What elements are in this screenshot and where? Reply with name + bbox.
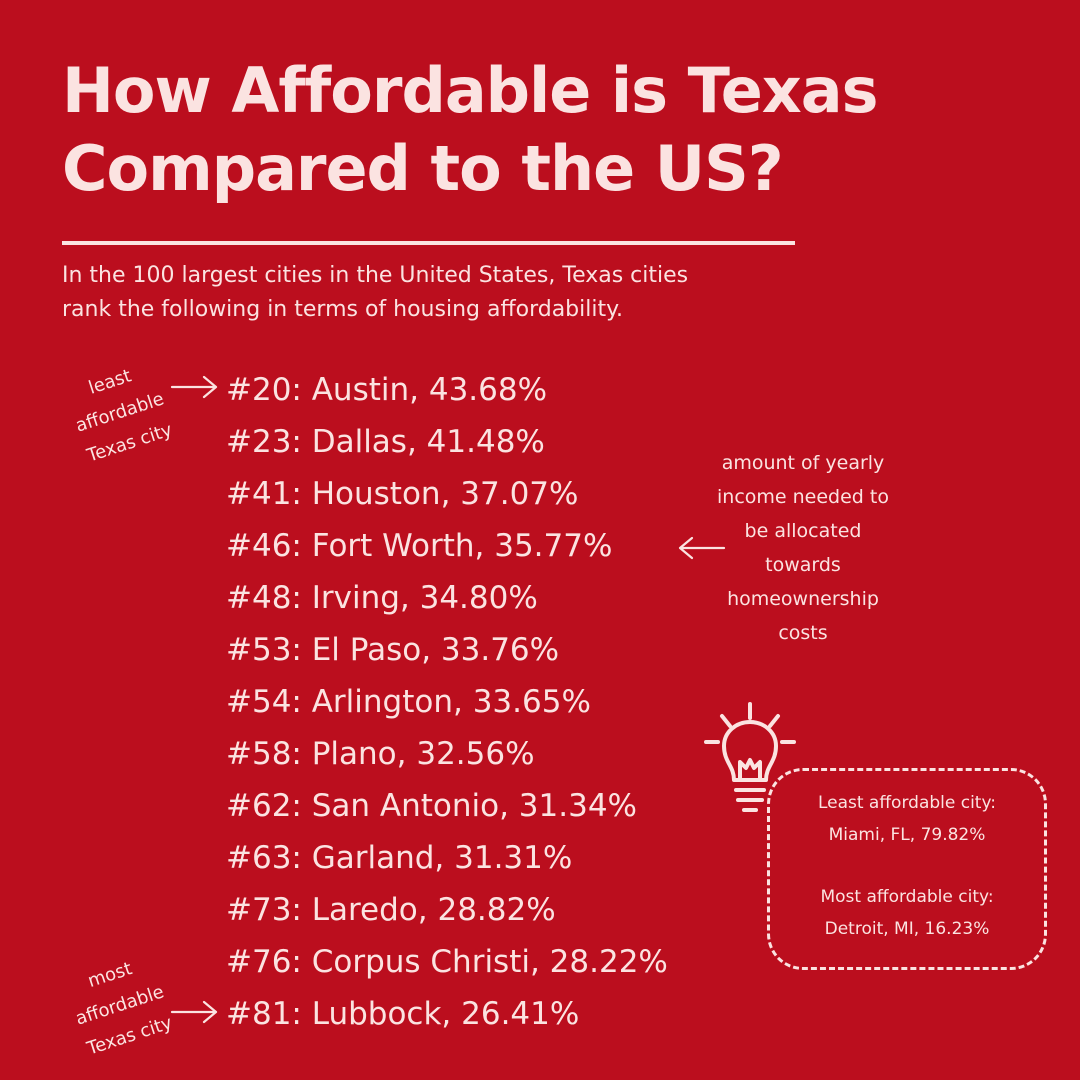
affordability-callout: Least affordable city: Miami, FL, 79.82%…	[767, 768, 1047, 970]
ranking-item-plano: #58: Plano, 32.56%	[226, 736, 535, 772]
callout-least-label: Least affordable city:	[817, 793, 997, 813]
note-income-line-4: towards	[765, 554, 841, 576]
arrow-right-icon	[170, 1000, 218, 1024]
lightbulb-icon	[704, 702, 796, 812]
note-income-line-1: amount of yearly	[721, 452, 885, 474]
subtitle: In the 100 largest cities in the United …	[62, 259, 962, 327]
ranking-item-arlington: #54: Arlington, 33.65%	[226, 684, 591, 720]
title-line-2: Compared to the US?	[62, 132, 784, 205]
ranking-item-el-paso: #53: El Paso, 33.76%	[226, 632, 560, 668]
callout-most-label: Most affordable city:	[820, 887, 994, 907]
arrow-right-icon	[170, 375, 218, 399]
note-income-line-6: costs	[778, 622, 828, 644]
ranking-item-garland: #63: Garland, 31.31%	[226, 840, 573, 876]
arrow-left-icon	[678, 536, 726, 560]
ranking-item-laredo: #73: Laredo, 28.82%	[226, 892, 556, 928]
callout-spacer	[770, 851, 1044, 881]
ranking-item-austin: #20: Austin, 43.68%	[226, 372, 548, 408]
note-least-affordable: least affordable Texas city	[20, 340, 221, 487]
ranking-item-san-antonio: #62: San Antonio, 31.34%	[226, 788, 638, 824]
ranking-list: #20: Austin, 43.68% #23: Dallas, 41.48% …	[226, 364, 668, 1040]
ranking-item-fort-worth: #46: Fort Worth, 35.77%	[226, 528, 613, 564]
note-income-line-2: income needed to	[717, 486, 889, 508]
page-title: How Affordable is Texas Compared to the …	[62, 52, 1022, 208]
callout-most-value: Detroit, MI, 16.23%	[824, 919, 990, 939]
ranking-item-lubbock: #81: Lubbock, 26.41%	[226, 996, 580, 1032]
note-income-line-3: be allocated	[744, 520, 862, 542]
ranking-item-corpus-christi: #76: Corpus Christi, 28.22%	[226, 944, 668, 980]
note-income-line-5: homeownership	[727, 588, 879, 610]
note-income: amount of yearly income needed to be all…	[690, 446, 916, 650]
subtitle-line-1: In the 100 largest cities in the United …	[62, 263, 689, 288]
ranking-item-houston: #41: Houston, 37.07%	[226, 476, 579, 512]
callout-least-value: Miami, FL, 79.82%	[828, 825, 986, 845]
title-divider	[62, 241, 795, 245]
title-line-1: How Affordable is Texas	[62, 54, 879, 127]
ranking-item-irving: #48: Irving, 34.80%	[226, 580, 538, 616]
ranking-item-dallas: #23: Dallas, 41.48%	[226, 424, 545, 460]
subtitle-line-2: rank the following in terms of housing a…	[62, 297, 623, 322]
